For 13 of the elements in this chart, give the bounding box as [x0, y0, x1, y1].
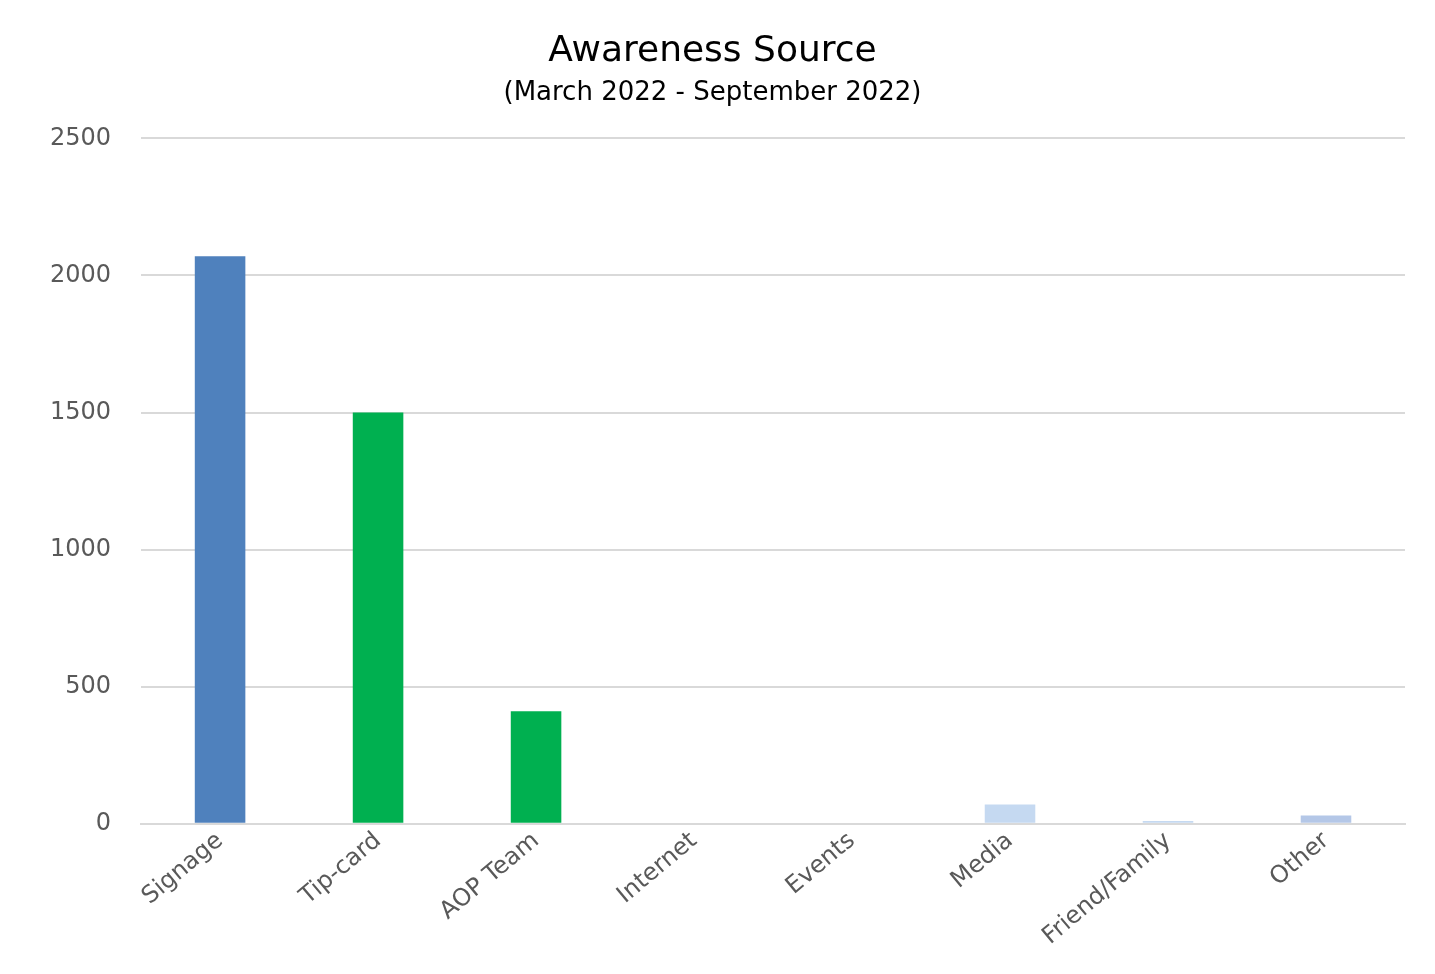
- bar: [1300, 815, 1352, 823]
- y-tick-label: 2500: [50, 122, 112, 151]
- chart-title: Awareness Source: [548, 27, 877, 69]
- bar: [194, 256, 246, 823]
- bar: [352, 412, 404, 823]
- y-tick-label: 1500: [50, 396, 112, 425]
- y-tick-label: 1000: [50, 533, 112, 562]
- chart-subtitle: (March 2022 - September 2022): [503, 75, 922, 106]
- y-tick-label: 2000: [50, 259, 112, 288]
- bar: [984, 804, 1036, 823]
- y-tick-label: 0: [95, 807, 112, 836]
- y-tick-label: 500: [65, 670, 112, 699]
- bar: [510, 711, 562, 823]
